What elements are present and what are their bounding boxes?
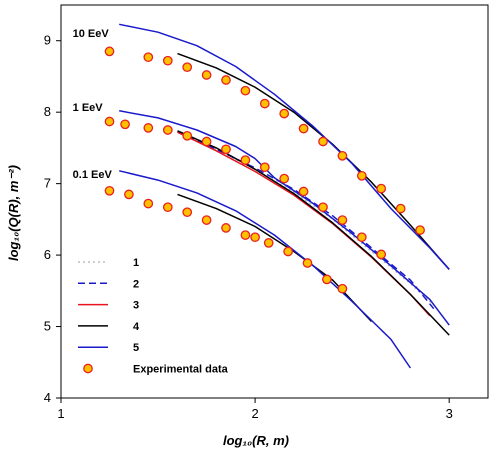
data-point-40 (263, 238, 274, 248)
data-point-24 (259, 162, 270, 173)
legend-label-4: 5 (133, 342, 139, 354)
legend-label-5: Experimental data (133, 364, 229, 376)
data-point-20 (182, 130, 193, 141)
data-point-11 (337, 150, 348, 161)
energy-label-2: 0.1 EeV (73, 169, 113, 181)
x-axis-title: log₁₀(R, m) (223, 433, 289, 448)
series-1-line-0 (177, 131, 435, 306)
data-point-44 (337, 283, 348, 294)
data-point-4 (201, 70, 212, 80)
data-point-18 (143, 123, 154, 133)
x-tick-label-0: 1 (57, 406, 64, 421)
y-tick-label-5: 9 (44, 33, 51, 48)
data-point-34 (162, 202, 173, 213)
data-point-16 (104, 116, 115, 127)
y-axis-title: log₁₀(Q(R), m⁻²) (6, 165, 21, 261)
data-point-43 (322, 274, 332, 285)
data-point-17 (120, 119, 130, 130)
legend-label-0: 1 (133, 257, 139, 269)
y-tick-label-3: 7 (44, 176, 51, 191)
legend: 1 2 3 4 5 Experimental data (78, 257, 229, 376)
data-point-10 (318, 136, 328, 147)
plot-frame (60, 4, 489, 399)
y-tick-label-4: 8 (44, 104, 51, 119)
legend-label-1: 2 (133, 278, 139, 290)
data-point-33 (143, 198, 154, 209)
data-point-35 (182, 207, 193, 218)
data-point-23 (240, 155, 251, 165)
data-point-31 (104, 185, 115, 196)
series-4-line-0 (177, 52, 450, 270)
series-5-line-0 (119, 23, 450, 270)
annotations: 10 EeV 1 EeV 0.1 EeV (73, 28, 113, 181)
x-tick-label-1: 2 (251, 406, 258, 421)
data-point-9 (298, 123, 309, 134)
series-5-line-1 (119, 110, 450, 326)
data-point-39 (250, 232, 260, 243)
data-point-29 (356, 232, 367, 243)
data-point-3 (182, 62, 193, 73)
data-point-0 (104, 46, 115, 57)
energy-label-0: 10 EeV (73, 28, 110, 40)
data-point-37 (221, 223, 231, 233)
data-point-28 (337, 215, 348, 225)
data-point-15 (415, 225, 425, 235)
data-point-42 (302, 258, 313, 268)
y-tick-label-1: 5 (44, 319, 51, 334)
series-5-line-2 (119, 170, 412, 369)
data-point-25 (279, 173, 290, 184)
data-point-14 (395, 203, 406, 214)
data-point-6 (240, 85, 251, 96)
energy-label-1: 1 EeV (73, 102, 104, 114)
data-point-13 (376, 183, 387, 194)
data-point-26 (298, 186, 309, 197)
data-point-12 (356, 170, 367, 181)
data-point-19 (162, 125, 173, 135)
data-point-36 (201, 215, 212, 225)
data-point-8 (279, 108, 290, 119)
data-point-32 (124, 189, 134, 200)
legend-label-2: 3 (133, 300, 139, 312)
y-tick-label-2: 6 (44, 247, 51, 262)
data-point-2 (162, 55, 173, 66)
data-point-7 (259, 98, 270, 109)
plot-markers (104, 46, 425, 294)
data-point-1 (143, 52, 154, 63)
data-point-5 (221, 75, 231, 85)
legend-label-3: 4 (133, 321, 140, 333)
data-point-27 (318, 202, 328, 213)
data-point-38 (240, 230, 251, 240)
data-point-21 (201, 136, 212, 147)
x-tick-label-2: 3 (446, 406, 453, 421)
legend-marker-experimental (83, 363, 93, 374)
data-point-41 (283, 246, 293, 257)
axes: 1 2 3 4 5 6 7 8 9 (44, 4, 489, 421)
data-point-30 (376, 249, 387, 260)
data-point-22 (221, 144, 231, 155)
y-tick-label-0: 4 (44, 390, 51, 405)
